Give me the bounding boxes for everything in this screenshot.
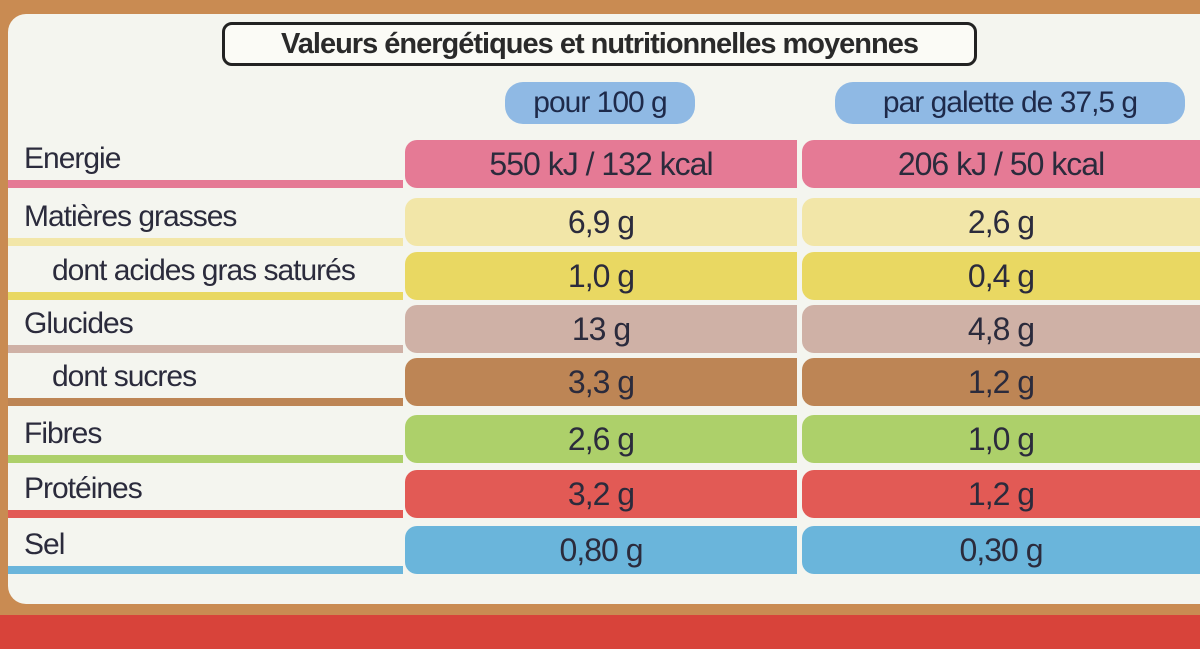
row-value: 0,80 g — [405, 526, 797, 574]
column-header: pour 100 g — [505, 82, 695, 124]
column-header: par galette de 37,5 g — [835, 82, 1185, 124]
row-value: 0,30 g — [802, 526, 1200, 574]
row-stripe — [8, 345, 403, 353]
row-label: Energie — [24, 142, 121, 175]
row-stripe — [8, 510, 403, 518]
row-stripe — [8, 238, 403, 246]
row-value: 3,2 g — [405, 470, 797, 518]
row-value: 206 kJ / 50 kcal — [802, 140, 1200, 188]
row-stripe — [8, 566, 403, 574]
row-stripe — [8, 292, 403, 300]
row-label: dont acides gras saturés — [52, 254, 356, 287]
row-value: 3,3 g — [405, 358, 797, 406]
row-value: 1,2 g — [802, 358, 1200, 406]
row-value: 2,6 g — [405, 415, 797, 463]
row-value: 1,2 g — [802, 470, 1200, 518]
row-label: Fibres — [24, 417, 102, 450]
row-value: 0,4 g — [802, 252, 1200, 300]
row-value: 1,0 g — [405, 252, 797, 300]
row-label: Matières grasses — [24, 200, 237, 233]
table-title: Valeurs énergétiques et nutritionnelles … — [222, 22, 977, 66]
package-edge — [0, 615, 1200, 649]
row-label: dont sucres — [52, 360, 197, 393]
row-label: Glucides — [24, 307, 134, 340]
row-value: 13 g — [405, 305, 797, 353]
row-label: Sel — [24, 528, 65, 561]
row-value: 2,6 g — [802, 198, 1200, 246]
row-value: 550 kJ / 132 kcal — [405, 140, 797, 188]
row-label: Protéines — [24, 472, 143, 505]
row-value: 4,8 g — [802, 305, 1200, 353]
row-value: 1,0 g — [802, 415, 1200, 463]
row-stripe — [8, 180, 403, 188]
row-stripe — [8, 455, 403, 463]
row-value: 6,9 g — [405, 198, 797, 246]
row-stripe — [8, 398, 403, 406]
